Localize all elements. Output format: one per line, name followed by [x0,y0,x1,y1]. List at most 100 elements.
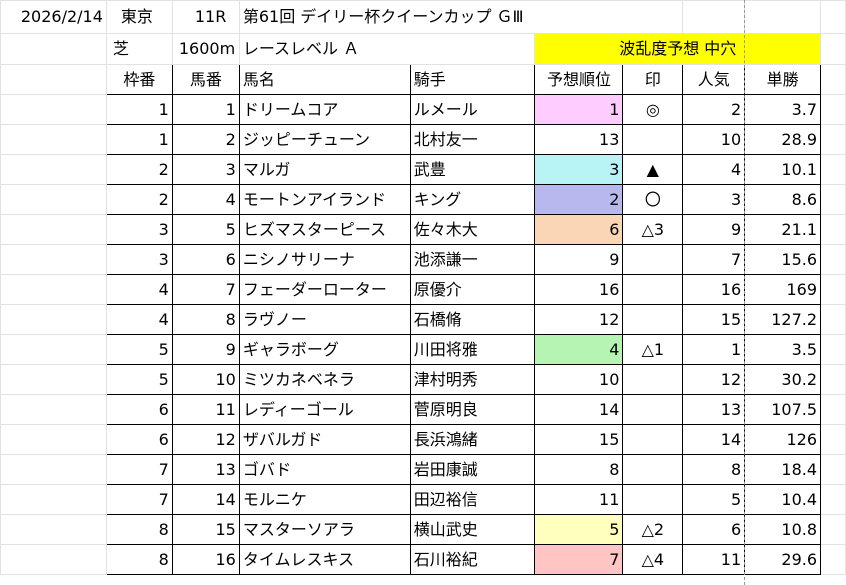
empty-cell[interactable] [744,0,822,34]
cell-odds[interactable]: 15.6 [744,244,822,275]
cell-rank[interactable]: 12 [534,304,624,335]
empty-cell[interactable] [820,244,846,275]
cell-popularity[interactable]: 13 [682,394,746,425]
cell-waku[interactable]: 2 [105,184,173,215]
cell-rank[interactable]: 7 [534,544,624,575]
empty-cell[interactable] [0,64,107,95]
cell-waku[interactable]: 4 [105,274,173,305]
cell-rank[interactable]: 6 [534,214,624,245]
cell-rank[interactable]: 11 [534,484,624,515]
cell-odds[interactable]: 18.4 [744,454,822,485]
race-distance[interactable]: 1600m [171,33,240,65]
cell-popularity[interactable]: 8 [682,454,746,485]
cell-odds[interactable]: 107.5 [744,394,822,425]
race-date[interactable]: 2026/2/14 [0,0,107,34]
cell-jockey[interactable]: 石川裕紀 [409,544,536,575]
empty-cell[interactable] [820,184,846,215]
empty-cell[interactable] [820,154,846,185]
empty-cell[interactable] [820,124,846,155]
race-level[interactable]: レースレベル Ａ [238,33,536,65]
cell-odds[interactable]: 126 [744,424,822,455]
cell-umaban[interactable]: 14 [171,484,240,515]
cell-rank[interactable]: 14 [534,394,624,425]
header-horse-name[interactable]: 馬名 [238,64,411,95]
cell-horse-name[interactable]: ミツカネベネラ [238,364,411,395]
cell-rank[interactable]: 8 [534,454,624,485]
empty-cell[interactable] [820,394,846,425]
cell-waku[interactable]: 1 [105,94,173,125]
cell-rank[interactable]: 3 [534,154,624,185]
cell-horse-name[interactable]: マスターソアラ [238,514,411,545]
cell-rank[interactable]: 4 [534,334,624,365]
cell-horse-name[interactable]: ラヴノー [238,304,411,335]
cell-rank[interactable]: 2 [534,184,624,215]
cell-odds[interactable]: 30.2 [744,364,822,395]
cell-mark[interactable] [622,394,684,425]
empty-cell[interactable] [820,33,846,65]
race-surface[interactable]: 芝 [105,33,173,65]
cell-umaban[interactable]: 8 [171,304,240,335]
empty-cell[interactable] [0,304,107,335]
cell-umaban[interactable]: 10 [171,364,240,395]
cell-popularity[interactable]: 15 [682,304,746,335]
cell-jockey[interactable]: 石橋脩 [409,304,536,335]
empty-cell[interactable] [820,484,846,515]
empty-cell[interactable] [820,424,846,455]
cell-odds[interactable]: 10.4 [744,484,822,515]
cell-waku[interactable]: 3 [105,244,173,275]
cell-waku[interactable]: 2 [105,154,173,185]
empty-cell[interactable] [0,154,107,185]
empty-cell[interactable] [820,94,846,125]
header-mark[interactable]: 印 [622,64,684,95]
cell-umaban[interactable]: 13 [171,454,240,485]
cell-mark[interactable] [622,454,684,485]
cell-waku[interactable]: 6 [105,394,173,425]
cell-odds[interactable]: 169 [744,274,822,305]
empty-cell[interactable] [0,274,107,305]
cell-jockey[interactable]: キング [409,184,536,215]
cell-odds[interactable]: 3.5 [744,334,822,365]
cell-waku[interactable]: 5 [105,364,173,395]
empty-cell[interactable] [0,94,107,125]
empty-cell[interactable] [820,544,846,575]
cell-mark[interactable] [622,424,684,455]
empty-cell[interactable] [0,484,107,515]
cell-jockey[interactable]: 池添謙一 [409,244,536,275]
header-waku[interactable]: 枠番 [105,64,173,95]
cell-popularity[interactable]: 3 [682,184,746,215]
cell-mark[interactable] [622,274,684,305]
cell-horse-name[interactable]: フェーダーローター [238,274,411,305]
header-popularity[interactable]: 人気 [682,64,746,95]
cell-umaban[interactable]: 16 [171,544,240,575]
empty-cell[interactable] [820,454,846,485]
cell-mark[interactable]: △3 [622,214,684,245]
cell-waku[interactable]: 6 [105,424,173,455]
empty-cell[interactable] [820,334,846,365]
cell-popularity[interactable]: 16 [682,274,746,305]
cell-odds[interactable]: 10.1 [744,154,822,185]
cell-jockey[interactable]: 北村友一 [409,124,536,155]
cell-jockey[interactable]: 田辺裕信 [409,484,536,515]
cell-popularity[interactable]: 6 [682,514,746,545]
empty-cell[interactable] [0,214,107,245]
cell-waku[interactable]: 5 [105,334,173,365]
cell-mark[interactable] [622,124,684,155]
cell-popularity[interactable]: 5 [682,484,746,515]
cell-rank[interactable]: 10 [534,364,624,395]
cell-odds[interactable]: 28.9 [744,124,822,155]
cell-jockey[interactable]: 原優介 [409,274,536,305]
cell-popularity[interactable]: 4 [682,154,746,185]
cell-odds[interactable]: 10.8 [744,514,822,545]
cell-umaban[interactable]: 9 [171,334,240,365]
cell-mark[interactable]: ▲ [622,154,684,185]
cell-umaban[interactable]: 11 [171,394,240,425]
cell-umaban[interactable]: 1 [171,94,240,125]
empty-cell[interactable] [0,424,107,455]
cell-horse-name[interactable]: モートンアイランド [238,184,411,215]
cell-umaban[interactable]: 5 [171,214,240,245]
cell-umaban[interactable]: 2 [171,124,240,155]
cell-waku[interactable]: 3 [105,214,173,245]
cell-waku[interactable]: 8 [105,514,173,545]
cell-popularity[interactable]: 7 [682,244,746,275]
cell-popularity[interactable]: 2 [682,94,746,125]
